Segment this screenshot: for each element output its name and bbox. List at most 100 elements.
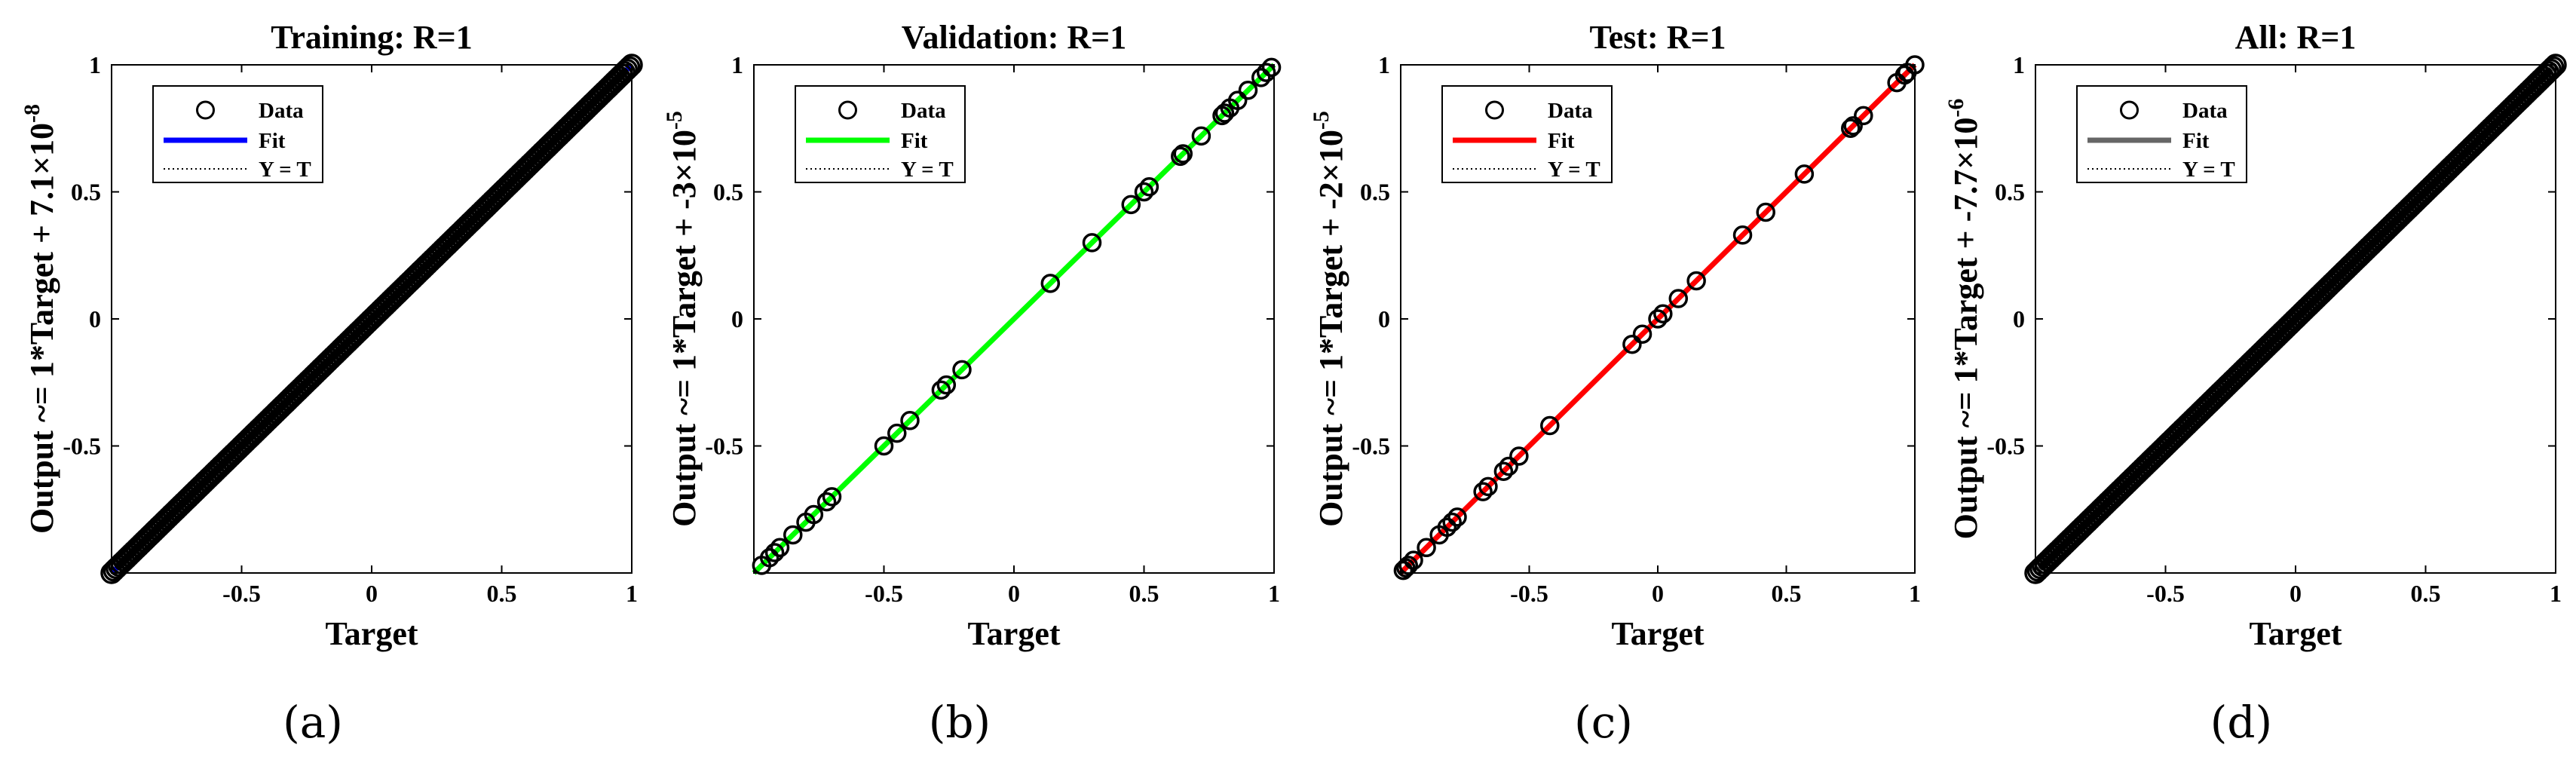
x-tick-label: 0.5 — [487, 580, 517, 607]
y-axis-label-exponent: -8 — [20, 104, 44, 123]
chart-title: Test: R=1 — [1589, 19, 1726, 56]
data-point — [936, 375, 957, 395]
data-point — [1040, 274, 1061, 293]
data-point — [887, 423, 907, 443]
legend-marker-data — [1485, 100, 1504, 120]
plot-area — [752, 57, 1282, 575]
y-tick-label: 1 — [89, 51, 101, 78]
y-axis-label: Output ~= 1*Target + -7.7×10-6 — [1943, 99, 1984, 540]
legend-label: Fit — [1548, 129, 1575, 153]
legend-marker-data — [196, 100, 215, 120]
legend: Data Fit Y = T — [1441, 85, 1613, 183]
data-point — [1214, 103, 1235, 123]
data-point — [1843, 116, 1863, 136]
data-point — [759, 548, 780, 568]
data-point — [1134, 182, 1154, 202]
y-tick-label: -0.5 — [63, 433, 101, 460]
data-point — [1686, 271, 1706, 291]
y-axis-label-main: Output ~= 1*Target + -2×10 — [1313, 130, 1349, 527]
x-tick-label: -0.5 — [1510, 580, 1548, 607]
y-axis-label: Output ~= 1*Target + -3×10-5 — [662, 111, 703, 527]
legend-box — [2076, 85, 2247, 183]
data-point — [613, 60, 636, 84]
fit-line — [752, 63, 1276, 575]
x-tick-label: 0 — [1652, 580, 1664, 607]
data-point — [1756, 202, 1775, 222]
legend-label: Y = T — [901, 158, 954, 182]
data-point — [1171, 146, 1190, 167]
legend-label: Y = T — [1548, 158, 1600, 182]
legend-label: Y = T — [259, 158, 311, 182]
y-tick-label: 0.5 — [713, 179, 743, 206]
data-point — [1473, 482, 1493, 501]
panel-caption: (a) — [283, 697, 343, 748]
x-axis-label: Target — [967, 615, 1060, 652]
x-tick-label: 0.5 — [1772, 580, 1802, 607]
chart-title: Validation: R=1 — [902, 19, 1127, 56]
x-tick-label: 1 — [1909, 580, 1921, 607]
chart-panel-1: -0.5 0 0.5 1 -0.5 0 0.5 1 Training: R=1 Target Out… — [20, 19, 643, 748]
y-axis-label-exponent: -6 — [1943, 99, 1968, 118]
data-point — [1173, 144, 1193, 164]
y-tick-label: 0 — [89, 305, 101, 332]
y-axis-label: Output ~= 1*Target + 7.1×10-8 — [20, 104, 60, 534]
y-axis-label: Output ~= 1*Target + -2×10-5 — [1309, 111, 1349, 527]
data-point — [2539, 58, 2562, 81]
data-point — [1404, 550, 1423, 570]
x-tick-label: -0.5 — [2146, 580, 2185, 607]
data-point — [2537, 60, 2559, 84]
panel-caption: (c) — [1574, 697, 1633, 748]
y-axis-label-main: Output ~= 1*Target + 7.1×10 — [23, 123, 60, 534]
legend: Data Fit Y = T — [2076, 85, 2247, 183]
data-point — [931, 380, 951, 400]
y-tick-label: 0 — [731, 305, 743, 332]
data-point — [874, 436, 894, 456]
data-point — [1191, 126, 1211, 146]
x-tick-label: 1 — [626, 580, 638, 607]
data-point — [804, 504, 824, 525]
data-point — [1841, 118, 1861, 138]
chart-title: Training: R=1 — [271, 19, 473, 56]
data-point — [1794, 164, 1815, 184]
data-point — [1499, 456, 1518, 476]
plot-area — [1393, 55, 1925, 581]
data-point — [1442, 512, 1462, 532]
y-tick-label: 1 — [1378, 51, 1390, 78]
data-point — [1632, 324, 1652, 344]
data-point — [1437, 517, 1457, 538]
legend-label: Fit — [259, 129, 286, 153]
x-tick-label: -0.5 — [222, 580, 261, 607]
y-tick-label: 0.5 — [1995, 179, 2025, 206]
chart-panel-4: -0.5 0 0.5 1 -0.5 0 0.5 1 All: R=1 Target Output ~… — [1943, 19, 2567, 748]
x-tick-label: 1 — [2550, 580, 2562, 607]
data-point — [1622, 334, 1642, 354]
legend-box — [1441, 85, 1613, 183]
data-point — [770, 538, 790, 558]
x-tick-label: 0 — [2290, 580, 2302, 607]
legend-label: Data — [259, 99, 304, 123]
panel-caption: (d) — [2210, 697, 2272, 748]
data-point — [1121, 195, 1141, 215]
data-point — [1854, 106, 1873, 126]
data-point — [900, 411, 920, 430]
legend-label: Data — [901, 99, 946, 123]
y-tick-label: 0 — [1378, 305, 1390, 332]
legend-box — [795, 85, 966, 183]
y-tick-label: 0.5 — [71, 179, 101, 206]
legend-label: Fit — [901, 129, 928, 153]
data-point — [1261, 57, 1282, 78]
data-point — [1082, 233, 1102, 253]
y-tick-label: -0.5 — [1986, 433, 2025, 460]
data-point — [1393, 560, 1414, 581]
data-point — [1732, 225, 1753, 245]
plot-area — [2024, 54, 2567, 584]
data-point — [1238, 80, 1258, 100]
data-point — [1139, 177, 1159, 197]
legend-marker-data — [2120, 100, 2139, 120]
data-point — [1447, 507, 1467, 527]
y-tick-label: 1 — [731, 51, 743, 78]
y-tick-label: 0 — [2013, 305, 2025, 332]
data-point — [1540, 415, 1560, 436]
x-tick-label: 0.5 — [1129, 580, 1159, 607]
data-point — [783, 525, 803, 545]
